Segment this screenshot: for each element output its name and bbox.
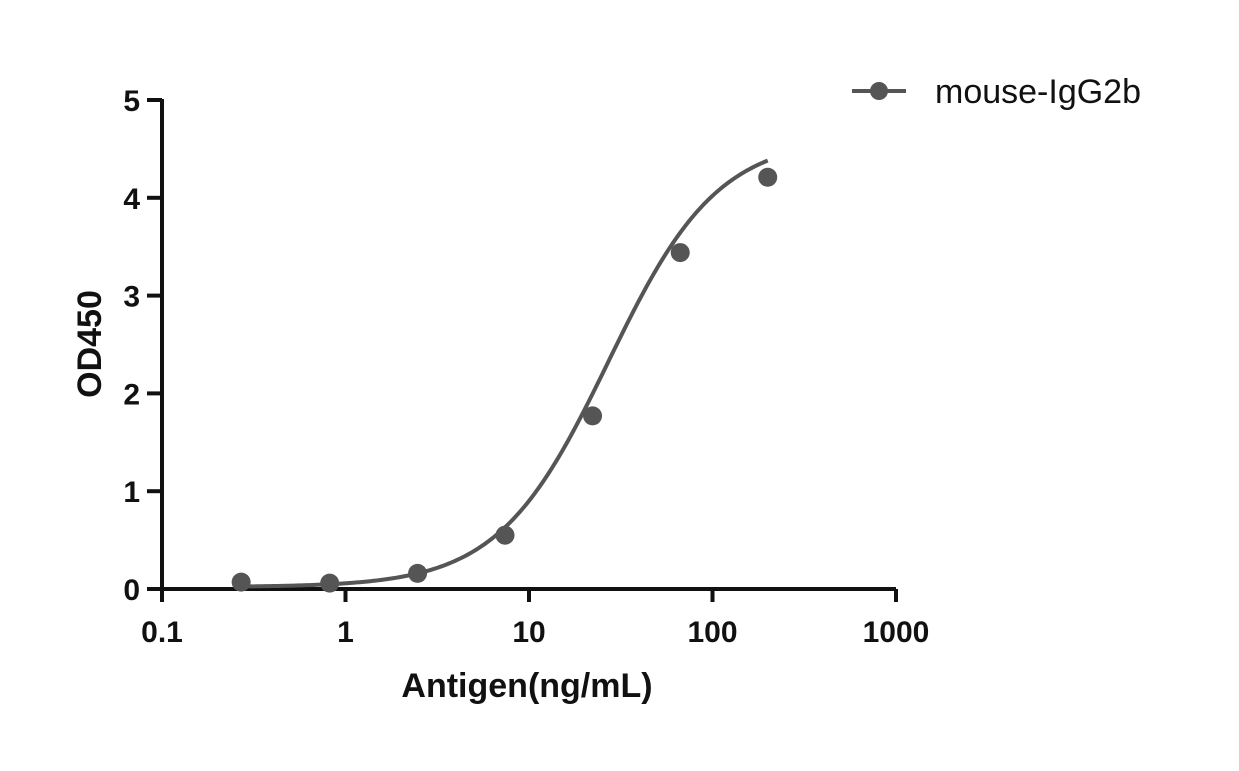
y-tick-label: 2 [123,378,140,411]
y-tick-label: 1 [123,476,140,509]
x-tick-label: 1000 [863,616,930,649]
data-point [670,243,690,263]
y-axis-title: OD450 [71,290,109,398]
legend-label: mouse-IgG2b [935,73,1141,111]
data-point [408,563,428,583]
data-point [231,572,251,592]
x-tick-label: 10 [512,616,545,649]
x-tick-label: 100 [687,616,737,649]
y-tick-label: 0 [123,574,140,607]
data-point [583,406,603,426]
data-point [495,525,515,545]
data-point [758,167,778,187]
legend: mouse-IgG2b [852,73,1141,111]
data-point [320,573,340,593]
y-tick-label: 5 [123,85,140,118]
x-tick-label: 1 [337,616,354,649]
y-tick-label: 3 [123,281,140,314]
legend-marker [870,82,888,100]
x-axis-title: Antigen(ng/mL) [401,667,652,705]
fit-curve [241,158,769,589]
x-tick-label: 0.1 [141,616,183,649]
y-tick-label: 4 [123,183,140,216]
